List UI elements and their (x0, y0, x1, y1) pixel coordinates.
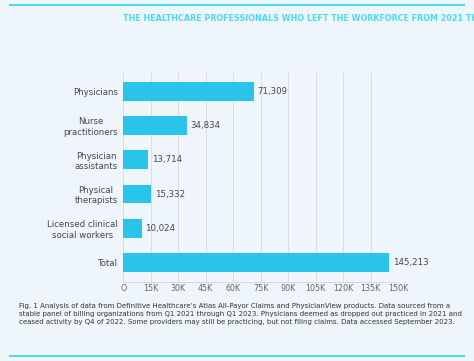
Text: Fig. 1 Analysis of data from Definitive Healthcare’s Atlas All-Payor Claims and : Fig. 1 Analysis of data from Definitive … (19, 303, 462, 325)
Text: 13,714: 13,714 (152, 155, 182, 164)
Text: 71,309: 71,309 (257, 87, 287, 96)
Bar (123, 82, 254, 101)
Text: 34,834: 34,834 (191, 121, 220, 130)
Bar (123, 219, 142, 238)
Bar (123, 116, 187, 135)
Text: THE HEALTHCARE PROFESSIONALS WHO LEFT THE WORKFORCE FROM 2021 THROUGH 2022: THE HEALTHCARE PROFESSIONALS WHO LEFT TH… (123, 14, 474, 23)
Text: 10,024: 10,024 (145, 224, 175, 233)
Bar (123, 150, 148, 169)
Bar (123, 184, 151, 204)
Text: 15,332: 15,332 (155, 190, 185, 199)
Bar (123, 253, 389, 272)
Text: 145,213: 145,213 (392, 258, 428, 267)
